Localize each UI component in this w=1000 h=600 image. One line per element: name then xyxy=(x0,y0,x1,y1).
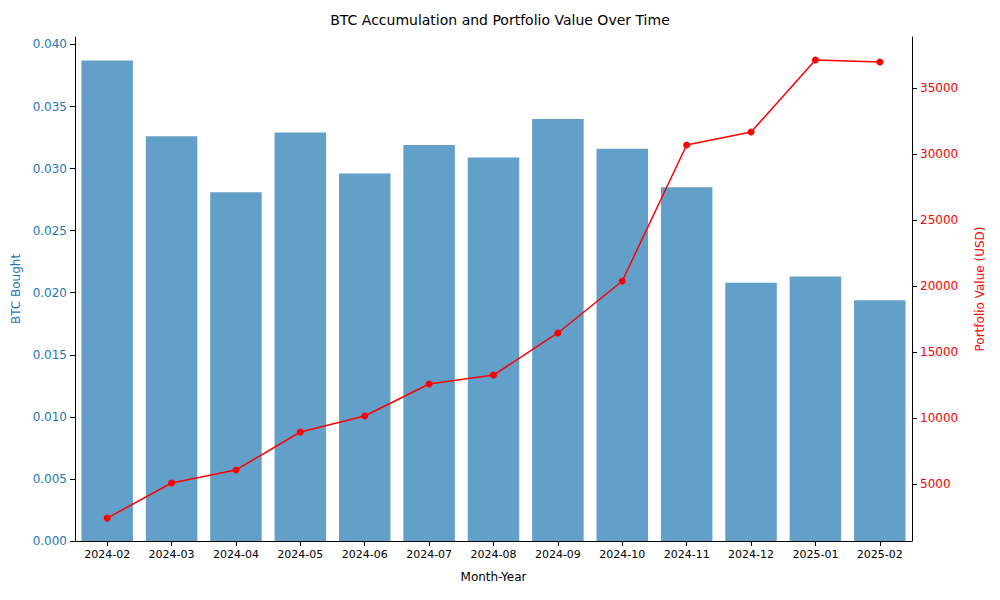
svg-text:0.040: 0.040 xyxy=(33,37,67,51)
svg-text:2024-06: 2024-06 xyxy=(342,548,388,561)
svg-text:0.000: 0.000 xyxy=(33,534,67,548)
svg-text:BTC Bought: BTC Bought xyxy=(9,254,23,324)
svg-text:2024-11: 2024-11 xyxy=(664,548,710,561)
svg-text:0.030: 0.030 xyxy=(33,162,67,176)
svg-text:2024-07: 2024-07 xyxy=(406,548,452,561)
svg-text:35000: 35000 xyxy=(920,81,958,95)
svg-text:2024-05: 2024-05 xyxy=(277,548,323,561)
svg-text:2024-08: 2024-08 xyxy=(471,548,517,561)
svg-text:2025-01: 2025-01 xyxy=(792,548,838,561)
svg-text:2024-09: 2024-09 xyxy=(535,548,581,561)
svg-text:30000: 30000 xyxy=(920,147,958,161)
svg-text:0.035: 0.035 xyxy=(33,100,67,114)
svg-text:2024-03: 2024-03 xyxy=(149,548,195,561)
svg-text:2024-02: 2024-02 xyxy=(84,548,130,561)
svg-text:5000: 5000 xyxy=(920,477,951,491)
svg-text:Month-Year: Month-Year xyxy=(461,570,527,584)
svg-text:Portfolio Value (USD): Portfolio Value (USD) xyxy=(973,227,987,352)
svg-text:2025-02: 2025-02 xyxy=(857,548,903,561)
svg-text:0.015: 0.015 xyxy=(33,348,67,362)
svg-text:0.005: 0.005 xyxy=(33,472,67,486)
svg-text:15000: 15000 xyxy=(920,345,958,359)
svg-text:2024-12: 2024-12 xyxy=(728,548,774,561)
svg-text:2024-10: 2024-10 xyxy=(599,548,645,561)
svg-text:0.025: 0.025 xyxy=(33,224,67,238)
svg-text:25000: 25000 xyxy=(920,213,958,227)
svg-text:2024-04: 2024-04 xyxy=(213,548,259,561)
svg-text:0.020: 0.020 xyxy=(33,286,67,300)
svg-text:BTC Accumulation and Portfolio: BTC Accumulation and Portfolio Value Ove… xyxy=(330,12,670,28)
svg-text:10000: 10000 xyxy=(920,411,958,425)
svg-text:0.010: 0.010 xyxy=(33,410,67,424)
svg-text:20000: 20000 xyxy=(920,279,958,293)
